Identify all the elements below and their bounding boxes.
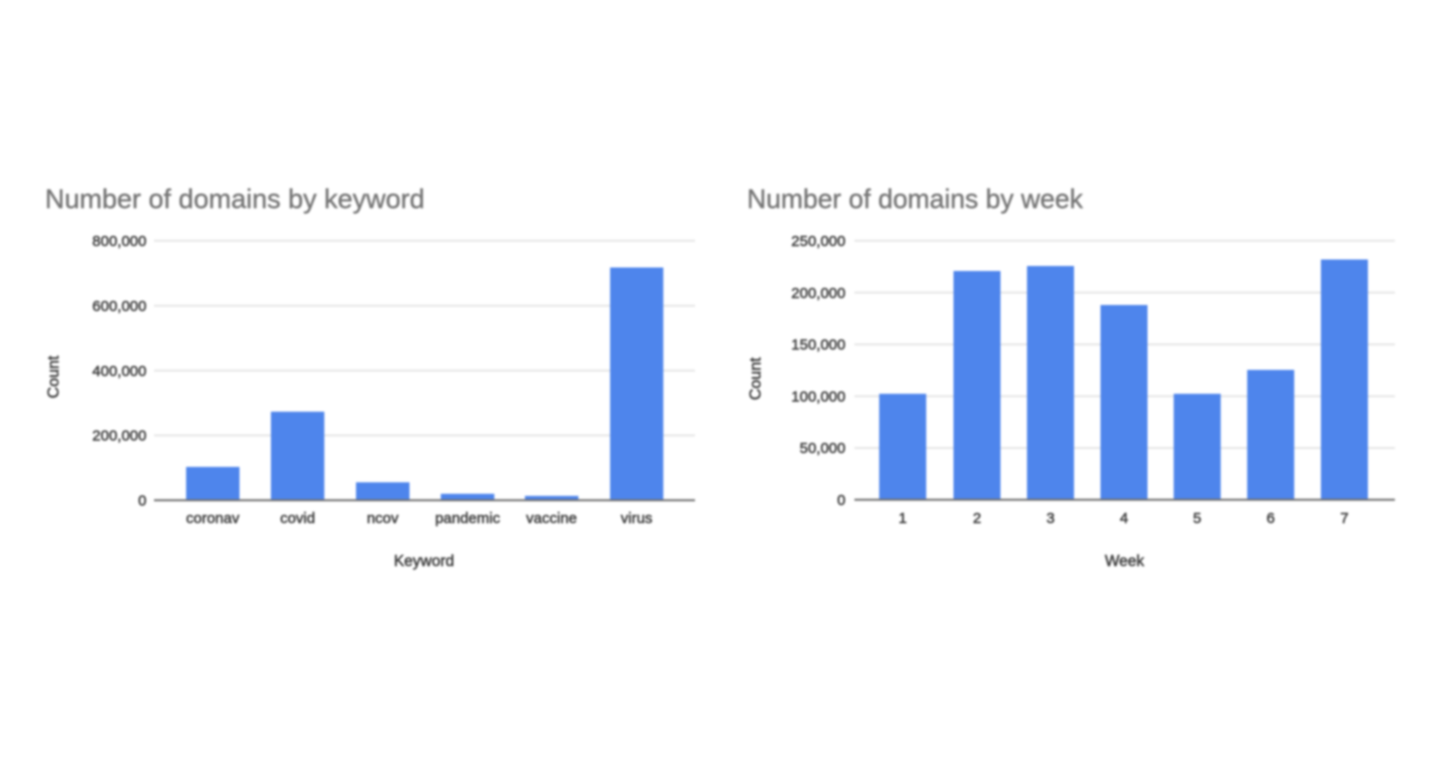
svg-text:0: 0 [138, 493, 146, 510]
svg-text:1: 1 [899, 510, 907, 527]
svg-text:0: 0 [837, 492, 845, 509]
svg-text:coronav: coronav [186, 510, 240, 527]
svg-text:covid: covid [280, 510, 315, 527]
svg-text:3: 3 [1046, 510, 1054, 527]
svg-text:400,000: 400,000 [92, 363, 146, 380]
svg-text:Count: Count [748, 357, 765, 400]
svg-text:Keyword: Keyword [394, 553, 454, 570]
svg-text:Week: Week [1105, 553, 1145, 570]
svg-text:Count: Count [46, 355, 63, 398]
svg-text:7: 7 [1340, 510, 1348, 527]
svg-text:150,000: 150,000 [791, 337, 845, 354]
svg-text:Number of domains by week: Number of domains by week [747, 184, 1084, 214]
svg-text:ncov: ncov [367, 510, 399, 527]
svg-text:Number of domains by keyword: Number of domains by keyword [45, 184, 425, 214]
svg-text:2: 2 [973, 510, 981, 527]
svg-text:250,000: 250,000 [791, 233, 845, 250]
svg-text:600,000: 600,000 [92, 298, 146, 315]
svg-text:200,000: 200,000 [791, 285, 845, 302]
svg-text:pandemic: pandemic [435, 510, 501, 527]
svg-text:vaccine: vaccine [526, 510, 577, 527]
svg-text:100,000: 100,000 [791, 388, 845, 405]
svg-text:4: 4 [1120, 510, 1128, 527]
svg-text:200,000: 200,000 [92, 428, 146, 445]
svg-text:50,000: 50,000 [800, 440, 846, 457]
svg-text:800,000: 800,000 [92, 233, 146, 250]
svg-text:virus: virus [621, 510, 653, 527]
svg-text:6: 6 [1267, 510, 1275, 527]
svg-text:5: 5 [1193, 510, 1201, 527]
